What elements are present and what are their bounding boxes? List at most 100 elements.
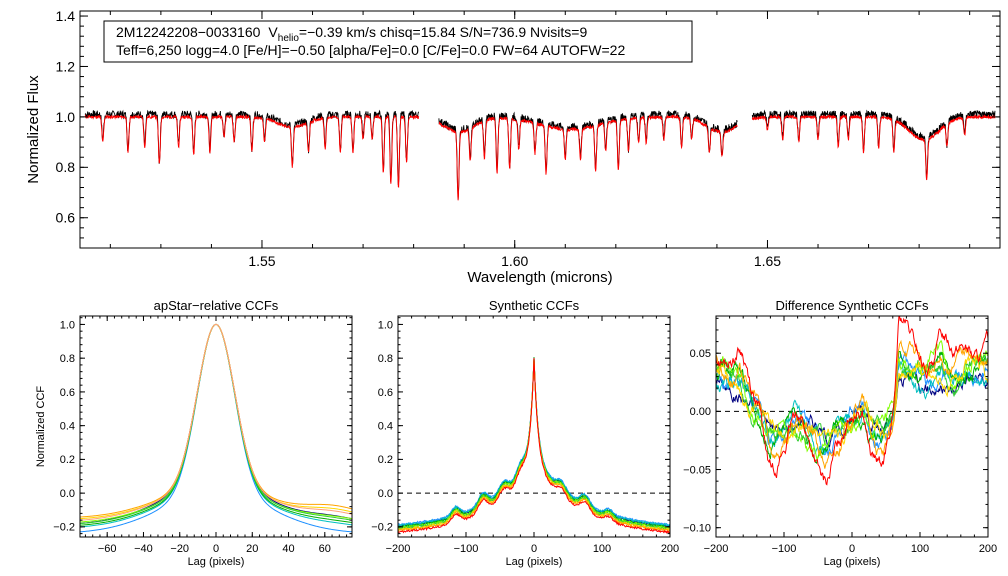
apstar-ccf-plot-area (80, 323, 352, 533)
y-tick-label: −0.10 (683, 523, 711, 535)
observed-spectrum-chip-3 (751, 109, 996, 180)
synthetic-ccf-line-7 (398, 358, 670, 531)
x-tick-label: −100 (454, 543, 479, 555)
x-tick-label: 60 (319, 543, 331, 555)
synthetic-ccf-frame (397, 315, 671, 538)
model-spectrum-chip-3 (751, 113, 996, 181)
synthetic-ccf-title: Synthetic CCFs (489, 298, 580, 313)
x-tick-label: −200 (704, 543, 729, 555)
difference-ccf-x-axis-label: Lag (pixels) (824, 556, 881, 568)
apstar-ccf-line-5 (80, 323, 352, 523)
synthetic-ccf-line-4 (398, 357, 670, 529)
apstar-ccf-line-2 (80, 323, 352, 533)
apstar-ccf-line-8 (80, 323, 352, 518)
y-tick-label: 0.4 (60, 421, 75, 433)
y-tick-label: 0.6 (378, 387, 393, 399)
spectrum-frame (79, 10, 1001, 249)
apstar-ccf-y-axis-label: Normalized CCF (35, 386, 47, 468)
y-tick-label: 1.0 (56, 109, 76, 125)
y-tick-label: 0.6 (56, 210, 76, 226)
x-tick-label: 0 (849, 543, 855, 555)
spectrum-plot-area (84, 109, 996, 201)
x-tick-label: 0 (531, 543, 537, 555)
x-tick-label: 100 (593, 543, 611, 555)
annotation-line-1: 2M12242208−0033160 Vhelio=−0.39 km/s chis… (116, 24, 587, 44)
y-tick-label: 0.2 (60, 454, 75, 466)
x-tick-label: 200 (979, 543, 997, 555)
synthetic-ccf-line-1 (398, 358, 670, 528)
y-tick-label: 0.8 (60, 353, 75, 365)
y-tick-label: 0.2 (378, 454, 393, 466)
apstar-ccf-x-axis-label: Lag (pixels) (188, 556, 245, 568)
y-tick-label: 0.8 (378, 353, 393, 365)
difference-ccf-line-5 (716, 339, 988, 461)
difference-ccf-line-9 (716, 316, 988, 486)
y-tick-label: 1.2 (56, 58, 76, 74)
apstar-ccf-line-7 (80, 323, 352, 520)
synthetic-ccf-line-6 (398, 359, 670, 531)
y-tick-label: 0.4 (378, 421, 393, 433)
apstar-ccf-line-3 (80, 323, 352, 528)
spectrum-y-axis-label: Normalized Flux (25, 75, 42, 184)
difference-ccf-line-3 (716, 361, 988, 455)
y-tick-label: 1.0 (60, 319, 75, 331)
annotation-v-subscript: helio (278, 33, 300, 44)
y-tick-label: 0.0 (378, 488, 393, 500)
annotation-star-id: 2M12242208−0033160 (116, 24, 261, 40)
spectrum-annotation: 2M12242208−0033160 Vhelio=−0.39 km/s chis… (103, 20, 693, 63)
apstar-ccf-line-6 (80, 323, 352, 525)
y-tick-label: 0.6 (60, 387, 75, 399)
x-tick-label: −60 (98, 543, 117, 555)
annotation-box (103, 20, 693, 63)
synthetic-ccf-line-8 (398, 359, 670, 532)
synthetic-ccf-line-9 (398, 357, 670, 534)
y-tick-label: 1.0 (378, 319, 393, 331)
x-tick-label: 0 (213, 543, 219, 555)
apstar-ccf-frame (79, 315, 353, 538)
synthetic-ccf-line-2 (398, 357, 670, 527)
synthetic-ccf-line-5 (398, 358, 670, 530)
observed-spectrum-chip-2 (438, 109, 738, 200)
synthetic-ccf-panel: −200 −100 0 100 200 −0.2 0.0 0.2 0.4 0.6 0.8 1.0 Lag… (371, 298, 679, 568)
y-tick-label: 1.4 (56, 8, 76, 24)
synthetic-ccf-line-3 (398, 358, 670, 527)
x-tick-label: 20 (246, 543, 258, 555)
difference-ccf-title: Difference Synthetic CCFs (776, 298, 929, 313)
x-tick-label: 40 (282, 543, 294, 555)
annotation-line-1-rest: =−0.39 km/s chisq=15.84 S/N=736.9 Nvisit… (299, 24, 588, 40)
annotation-v-symbol: V (268, 24, 278, 40)
difference-ccf-panel: −200 −100 0 100 200 −0.10 −0.05 0.00 0.05 Lag (pi… (683, 298, 997, 568)
y-tick-label: 0.05 (690, 348, 711, 360)
x-tick-label: −20 (170, 543, 189, 555)
y-tick-label: 0.0 (60, 488, 75, 500)
synthetic-ccf-plot-area (398, 357, 670, 534)
x-tick-label: −40 (134, 543, 153, 555)
x-tick-label: −200 (386, 543, 411, 555)
y-tick-label: 0.00 (690, 406, 711, 418)
annotation-line-2: Teff=6,250 logg=4.0 [Fe/H]=−0.50 [alpha/… (116, 42, 625, 58)
x-tick-label: −100 (772, 543, 797, 555)
y-tick-label: −0.05 (683, 464, 711, 476)
x-tick-label: 1.55 (248, 253, 275, 269)
observed-spectrum-chip-1 (84, 109, 420, 186)
apstar-ccf-line-4 (80, 323, 352, 526)
model-spectrum-chip-2 (438, 114, 738, 201)
y-tick-label: −0.2 (371, 522, 393, 534)
apstar-ccf-line-9 (80, 323, 352, 521)
apstar-ccf-line-1 (80, 323, 352, 524)
y-tick-label: 0.8 (56, 159, 76, 175)
x-tick-label: 1.60 (501, 253, 528, 269)
x-tick-label: 1.65 (754, 253, 781, 269)
apstar-ccf-panel: −60 −40 −20 0 20 40 60 −0.2 0.0 0.2 0.4 0.6 0.8 1.0 La… (35, 298, 353, 568)
model-spectrum-chip-1 (84, 113, 420, 188)
x-tick-label: 200 (661, 543, 679, 555)
difference-ccf-line-8 (716, 339, 988, 469)
apstar-ccf-title: apStar−relative CCFs (154, 298, 279, 313)
y-tick-label: −0.2 (53, 522, 75, 534)
difference-ccf-plot-area (716, 316, 988, 486)
spectrum-panel: 1.55 1.60 1.65 0.6 0.8 1.0 1.2 1.4 Wavelength (m… (25, 8, 1001, 286)
synthetic-ccf-x-axis-label: Lag (pixels) (506, 556, 563, 568)
x-tick-label: 100 (911, 543, 929, 555)
spectrum-x-axis-label: Wavelength (microns) (467, 269, 612, 286)
